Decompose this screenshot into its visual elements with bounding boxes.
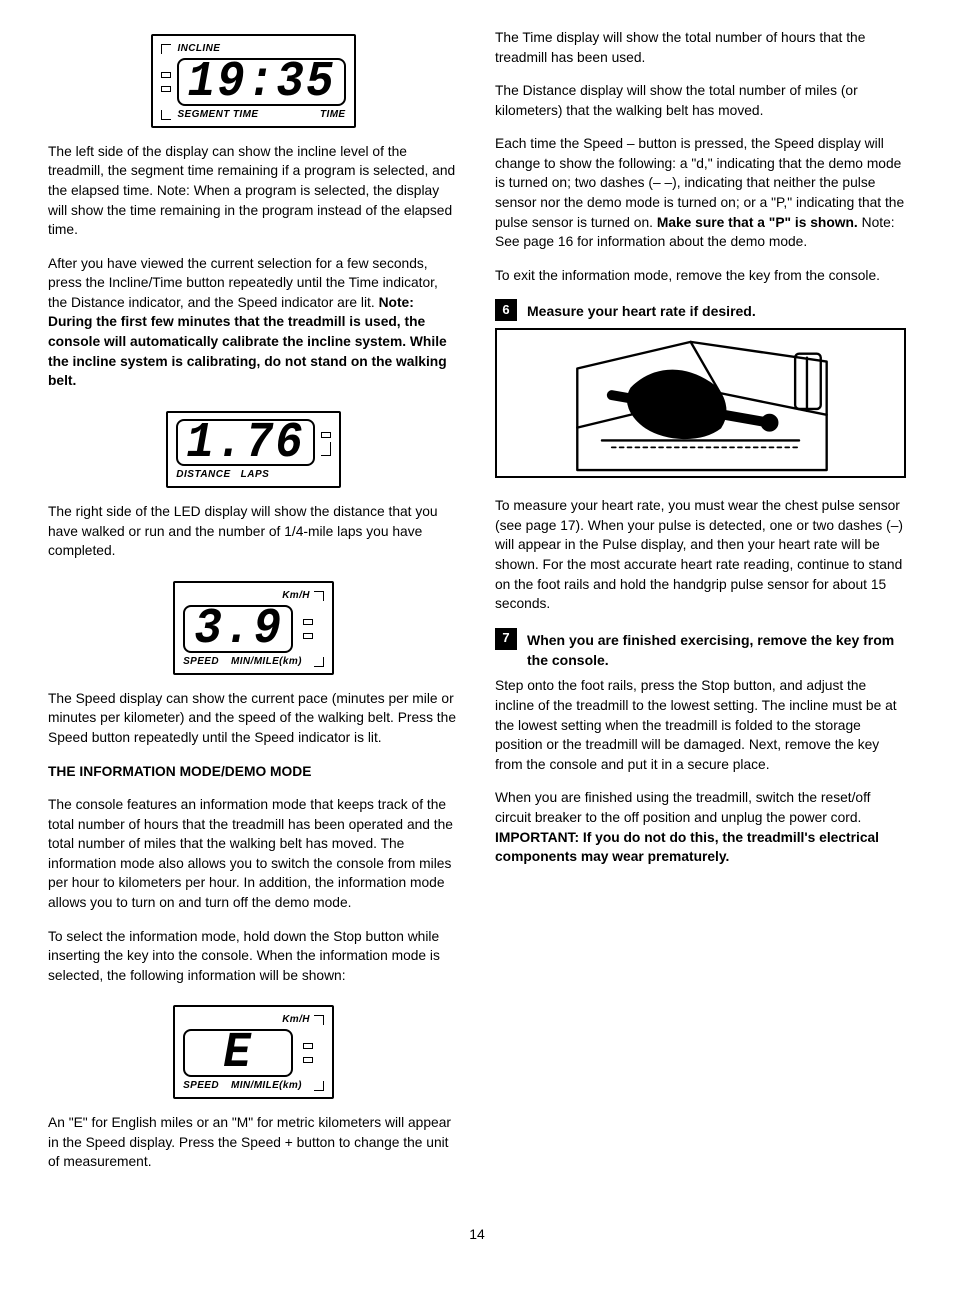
para: The Speed display can show the current p… <box>48 689 459 748</box>
para: When you are finished using the treadmil… <box>495 788 906 866</box>
lcd4-top: Km/H <box>282 1013 310 1027</box>
right-column: The Time display will show the total num… <box>495 28 906 1186</box>
lcd-speed: Km/H 3.9 SPEED MIN/MILE(km) <box>173 581 334 675</box>
indicator-box <box>161 86 171 92</box>
para: The Time display will show the total num… <box>495 28 906 67</box>
indicator-box <box>321 432 331 438</box>
indicator-box <box>303 1057 313 1063</box>
step-7: 7 When you are finished exercising, remo… <box>495 628 906 671</box>
para: After you have viewed the current select… <box>48 254 459 391</box>
lcd3-top: Km/H <box>282 589 310 603</box>
step-6: 6 Measure your heart rate if desired. <box>495 299 906 322</box>
lcd-incline-time: INCLINE 19:35 SEGMENT TIME TIME <box>151 34 355 128</box>
lcd4-bl: SPEED <box>183 1079 219 1093</box>
para: To select the information mode, hold dow… <box>48 927 459 986</box>
para: To measure your heart rate, you must wea… <box>495 496 906 613</box>
step-title: Measure your heart rate if desired. <box>527 299 756 322</box>
indicator-box <box>303 1043 313 1049</box>
lcd-distance-laps: 1.76 DISTANCE LAPS <box>166 411 340 489</box>
section-heading: THE INFORMATION MODE/DEMO MODE <box>48 762 459 782</box>
para: Step onto the foot rails, press the Stop… <box>495 676 906 774</box>
para: To exit the information mode, remove the… <box>495 266 906 286</box>
step-number-icon: 6 <box>495 299 517 321</box>
indicator-box <box>303 619 313 625</box>
treadmill-handgrip-svg <box>501 334 900 472</box>
step-title: When you are finished exercising, remove… <box>527 628 906 671</box>
para: The right side of the LED display will s… <box>48 502 459 561</box>
lcd4-digits: E <box>223 1032 253 1077</box>
lcd-units: Km/H E SPEED MIN/MILE(km) <box>173 1005 334 1099</box>
step-number-icon: 7 <box>495 628 517 650</box>
lcd2-digits: 1.76 <box>186 421 304 466</box>
indicator-box <box>303 633 313 639</box>
left-column: INCLINE 19:35 SEGMENT TIME TIME The le <box>48 28 459 1186</box>
page-number: 14 <box>48 1226 906 1242</box>
lcd1-digits: 19:35 <box>187 61 335 106</box>
para: The console features an information mode… <box>48 795 459 912</box>
para: The Distance display will show the total… <box>495 81 906 120</box>
lcd3-digits: 3.9 <box>194 608 283 653</box>
pulse-sensor-illustration <box>495 328 906 478</box>
para: An "E" for English miles or an "M" for m… <box>48 1113 459 1172</box>
indicator-box <box>161 72 171 78</box>
para: Each time the Speed – button is pressed,… <box>495 134 906 251</box>
para: The left side of the display can show th… <box>48 142 459 240</box>
